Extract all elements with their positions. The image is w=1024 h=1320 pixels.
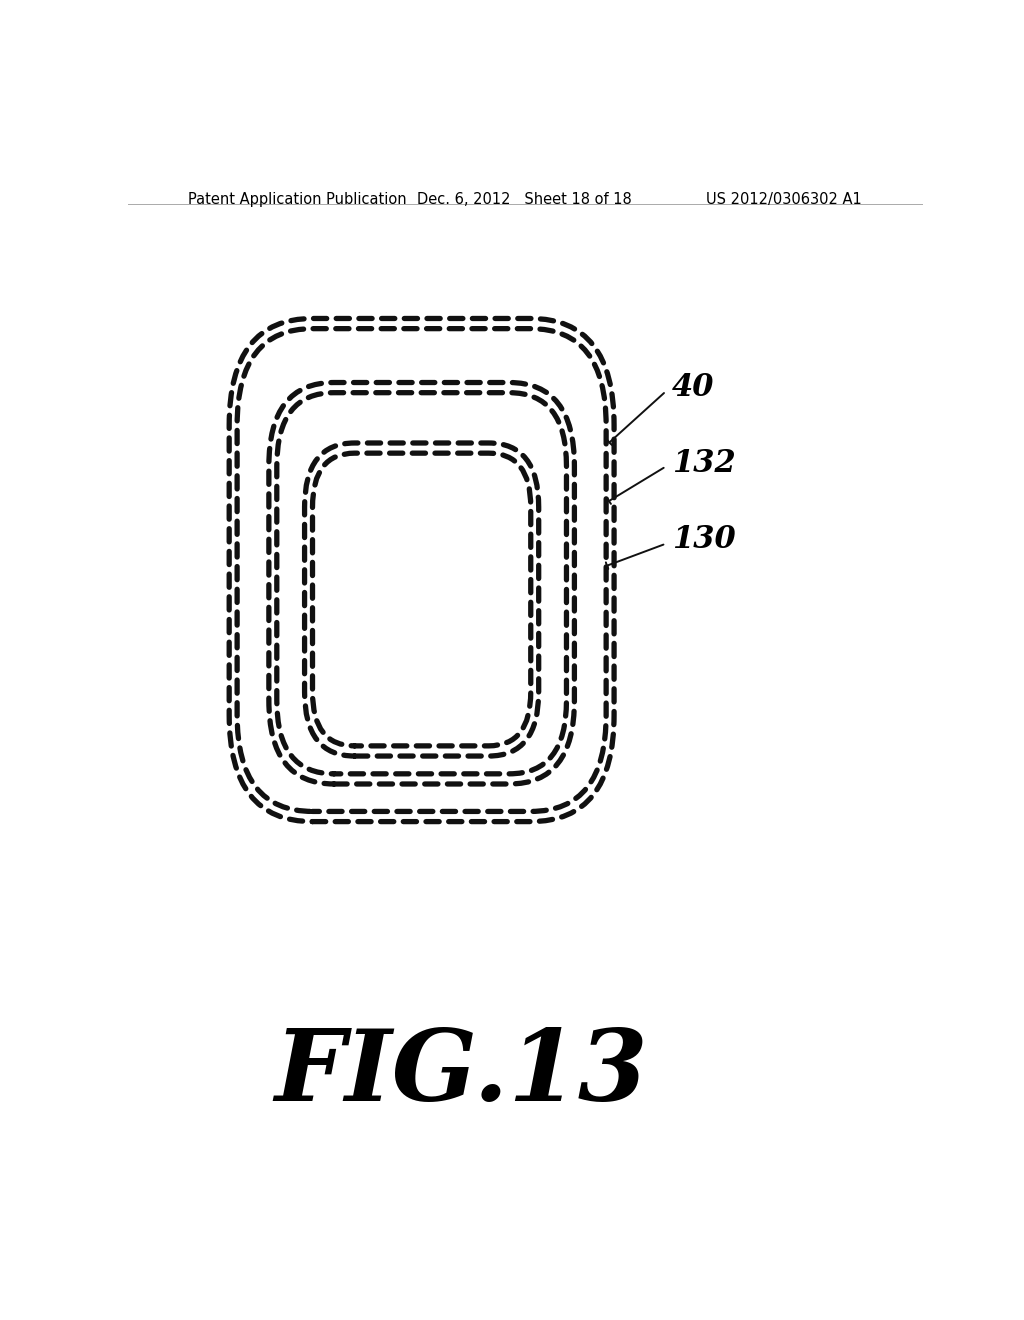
Text: 40: 40 — [672, 372, 714, 403]
Text: 130: 130 — [672, 524, 735, 554]
Text: US 2012/0306302 A1: US 2012/0306302 A1 — [707, 191, 862, 207]
Text: 132: 132 — [672, 447, 735, 479]
Text: Dec. 6, 2012   Sheet 18 of 18: Dec. 6, 2012 Sheet 18 of 18 — [418, 191, 632, 207]
Text: FIG.13: FIG.13 — [274, 1024, 648, 1122]
Text: Patent Application Publication: Patent Application Publication — [187, 191, 407, 207]
